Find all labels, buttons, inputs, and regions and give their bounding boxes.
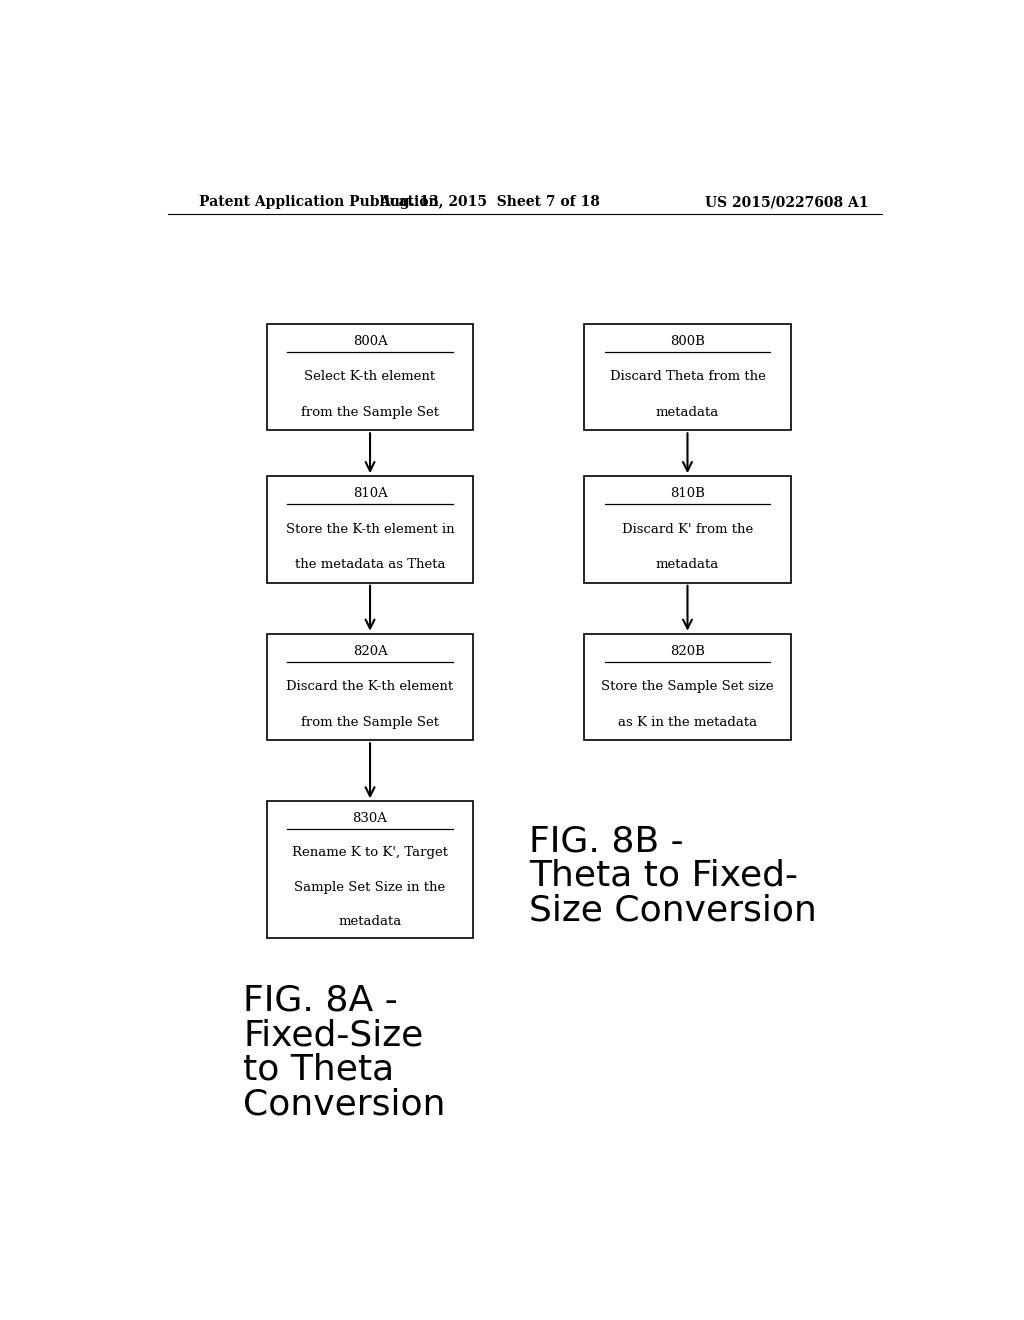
Text: to Theta: to Theta — [243, 1053, 394, 1086]
Text: 810B: 810B — [670, 487, 705, 500]
Text: Rename K to K', Target: Rename K to K', Target — [292, 846, 449, 859]
Text: Size Conversion: Size Conversion — [528, 894, 817, 927]
Text: FIG. 8A -: FIG. 8A - — [243, 983, 397, 1018]
Text: from the Sample Set: from the Sample Set — [301, 715, 439, 729]
Text: FIG. 8B -: FIG. 8B - — [528, 824, 683, 858]
Text: Patent Application Publication: Patent Application Publication — [200, 195, 439, 209]
Bar — [267, 634, 473, 741]
Bar — [585, 477, 791, 582]
Text: Discard Theta from the: Discard Theta from the — [609, 371, 765, 383]
Text: Select K-th element: Select K-th element — [304, 371, 435, 383]
Bar — [585, 634, 791, 741]
Text: US 2015/0227608 A1: US 2015/0227608 A1 — [705, 195, 868, 209]
Text: Discard the K-th element: Discard the K-th element — [287, 680, 454, 693]
Text: Conversion: Conversion — [243, 1088, 445, 1122]
Text: 830A: 830A — [352, 812, 387, 825]
Bar — [585, 323, 791, 430]
Text: 800A: 800A — [352, 335, 387, 348]
Text: Discard K' from the: Discard K' from the — [622, 523, 753, 536]
Bar — [267, 323, 473, 430]
Text: 800B: 800B — [670, 335, 705, 348]
Text: metadata: metadata — [655, 407, 719, 418]
Text: Aug. 13, 2015  Sheet 7 of 18: Aug. 13, 2015 Sheet 7 of 18 — [379, 195, 599, 209]
Text: metadata: metadata — [655, 558, 719, 572]
Text: Store the Sample Set size: Store the Sample Set size — [601, 680, 774, 693]
Text: 810A: 810A — [352, 487, 387, 500]
Text: the metadata as Theta: the metadata as Theta — [295, 558, 445, 572]
Bar — [267, 801, 473, 939]
Text: 820A: 820A — [352, 645, 387, 657]
Text: Store the K-th element in: Store the K-th element in — [286, 523, 455, 536]
Text: Theta to Fixed-: Theta to Fixed- — [528, 859, 798, 892]
Text: metadata: metadata — [338, 915, 401, 928]
Text: 820B: 820B — [670, 645, 705, 657]
Text: from the Sample Set: from the Sample Set — [301, 407, 439, 418]
Text: Sample Set Size in the: Sample Set Size in the — [295, 880, 445, 894]
Text: Fixed-Size: Fixed-Size — [243, 1018, 423, 1052]
Text: as K in the metadata: as K in the metadata — [617, 715, 757, 729]
Bar — [267, 477, 473, 582]
